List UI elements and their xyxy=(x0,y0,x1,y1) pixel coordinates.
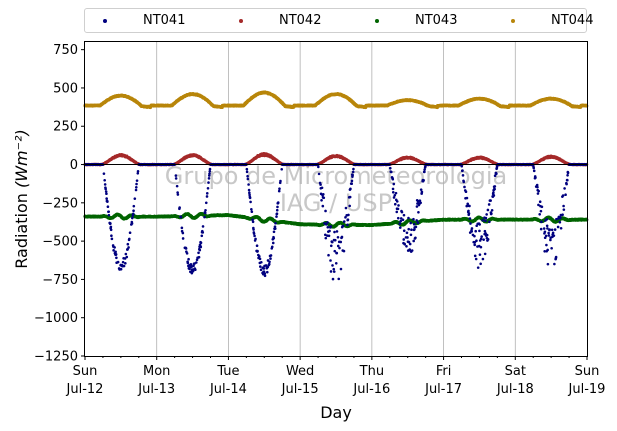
series-nt044 xyxy=(83,90,589,110)
watermark-line-2: IAG / USP xyxy=(280,189,392,217)
watermark: Grupo de Micrometeorologia IAG / USP xyxy=(165,162,507,217)
grid-lines xyxy=(156,42,516,356)
watermark-line-1: Grupo de Micrometeorologia xyxy=(165,162,507,190)
